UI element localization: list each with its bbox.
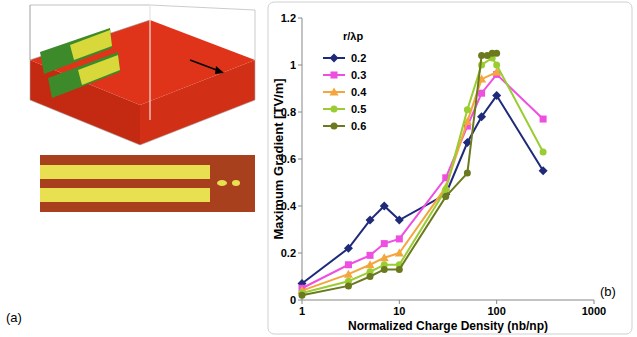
data-point [381, 266, 388, 273]
x-tick [594, 300, 595, 304]
legend: r/λp 0.2 0.3 0.4 0.5 0.6 [323, 30, 367, 132]
axes: 00.20.40.60.811.21101001000Normalized Ch… [271, 12, 606, 333]
legend-label: 0.2 [351, 52, 366, 64]
plot-area [298, 50, 548, 299]
legend-marker [330, 54, 339, 63]
data-point [345, 282, 352, 289]
x-tick-label: 1000 [582, 305, 606, 317]
beam-blob [70, 30, 112, 60]
data-point [395, 249, 404, 257]
y-axis-title: Maximum Gradient [TV/m] [271, 78, 286, 239]
data-point [442, 193, 449, 200]
data-point [493, 62, 500, 69]
slice-image [40, 155, 255, 212]
panel-label: (a) [6, 310, 22, 325]
legend-marker [330, 88, 339, 96]
legend-label: 0.4 [351, 86, 367, 98]
data-point [493, 50, 500, 57]
series-line [302, 72, 497, 291]
data-point [344, 270, 353, 278]
floor-side [140, 60, 255, 145]
data-point [540, 148, 547, 155]
x-tick-label: 1 [299, 305, 305, 317]
beam-blob [48, 52, 120, 98]
y-tick [298, 112, 302, 113]
legend-label: 0.3 [351, 69, 366, 81]
beam-blob [78, 55, 120, 85]
data-point [464, 106, 471, 113]
y-tick-label: 1 [290, 59, 296, 71]
data-point [478, 90, 485, 97]
x-tick-label: 10 [393, 305, 405, 317]
data-point [492, 91, 501, 100]
y-tick [298, 65, 302, 66]
legend-marker [331, 106, 338, 113]
data-point [540, 116, 547, 123]
y-tick [298, 206, 302, 207]
legend-marker [331, 123, 338, 130]
y-tick [298, 253, 302, 254]
panel-frame [268, 2, 632, 334]
y-tick-label: 0.2 [281, 247, 296, 259]
x-axis [302, 300, 594, 301]
series-line [302, 96, 543, 284]
y-tick [298, 18, 302, 19]
series-line [302, 74, 543, 288]
data-point [442, 186, 449, 193]
data-point [344, 244, 353, 253]
beam-spot [232, 180, 240, 186]
x-tick-label: 100 [487, 305, 505, 317]
legend-label: 0.5 [351, 103, 366, 115]
data-point [366, 216, 375, 225]
data-point [299, 292, 306, 299]
x-tick [302, 300, 303, 304]
simulation-images [30, 5, 255, 212]
legend-marker [331, 72, 338, 79]
y-tick-label: 1.2 [281, 12, 296, 24]
x-tick [496, 300, 497, 304]
beam-spot [217, 180, 227, 186]
data-point [380, 253, 389, 261]
box-edge [30, 5, 255, 145]
figure: (a)00.20.40.60.811.21101001000Normalized… [0, 0, 637, 337]
panel-label: (b) [600, 284, 616, 299]
data-point [345, 261, 352, 268]
data-point [396, 235, 403, 242]
data-point [367, 252, 374, 259]
y-tick-label: 0 [290, 294, 296, 306]
data-point [477, 112, 486, 121]
data-point [539, 166, 548, 175]
y-tick [298, 159, 302, 160]
series-line [302, 53, 497, 295]
beam-band [40, 188, 210, 202]
data-point [367, 273, 374, 280]
legend-title: r/λp [343, 30, 363, 42]
x-tick [399, 300, 400, 304]
data-point [380, 202, 389, 211]
data-point [396, 266, 403, 273]
data-point [366, 260, 375, 268]
y-tick [298, 300, 302, 301]
arrow-head [215, 66, 224, 74]
beam-band [40, 165, 210, 179]
slice-line [150, 5, 151, 120]
data-point [464, 170, 471, 177]
x-axis-title: Normalized Charge Density (nb/np) [348, 319, 548, 333]
legend-label: 0.6 [351, 120, 366, 132]
data-point [381, 240, 388, 247]
data-point [395, 216, 404, 225]
series-line [302, 58, 543, 293]
